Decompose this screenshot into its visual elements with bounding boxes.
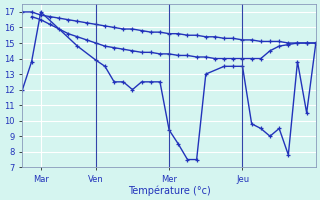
X-axis label: Température (°c): Température (°c) (128, 185, 211, 196)
